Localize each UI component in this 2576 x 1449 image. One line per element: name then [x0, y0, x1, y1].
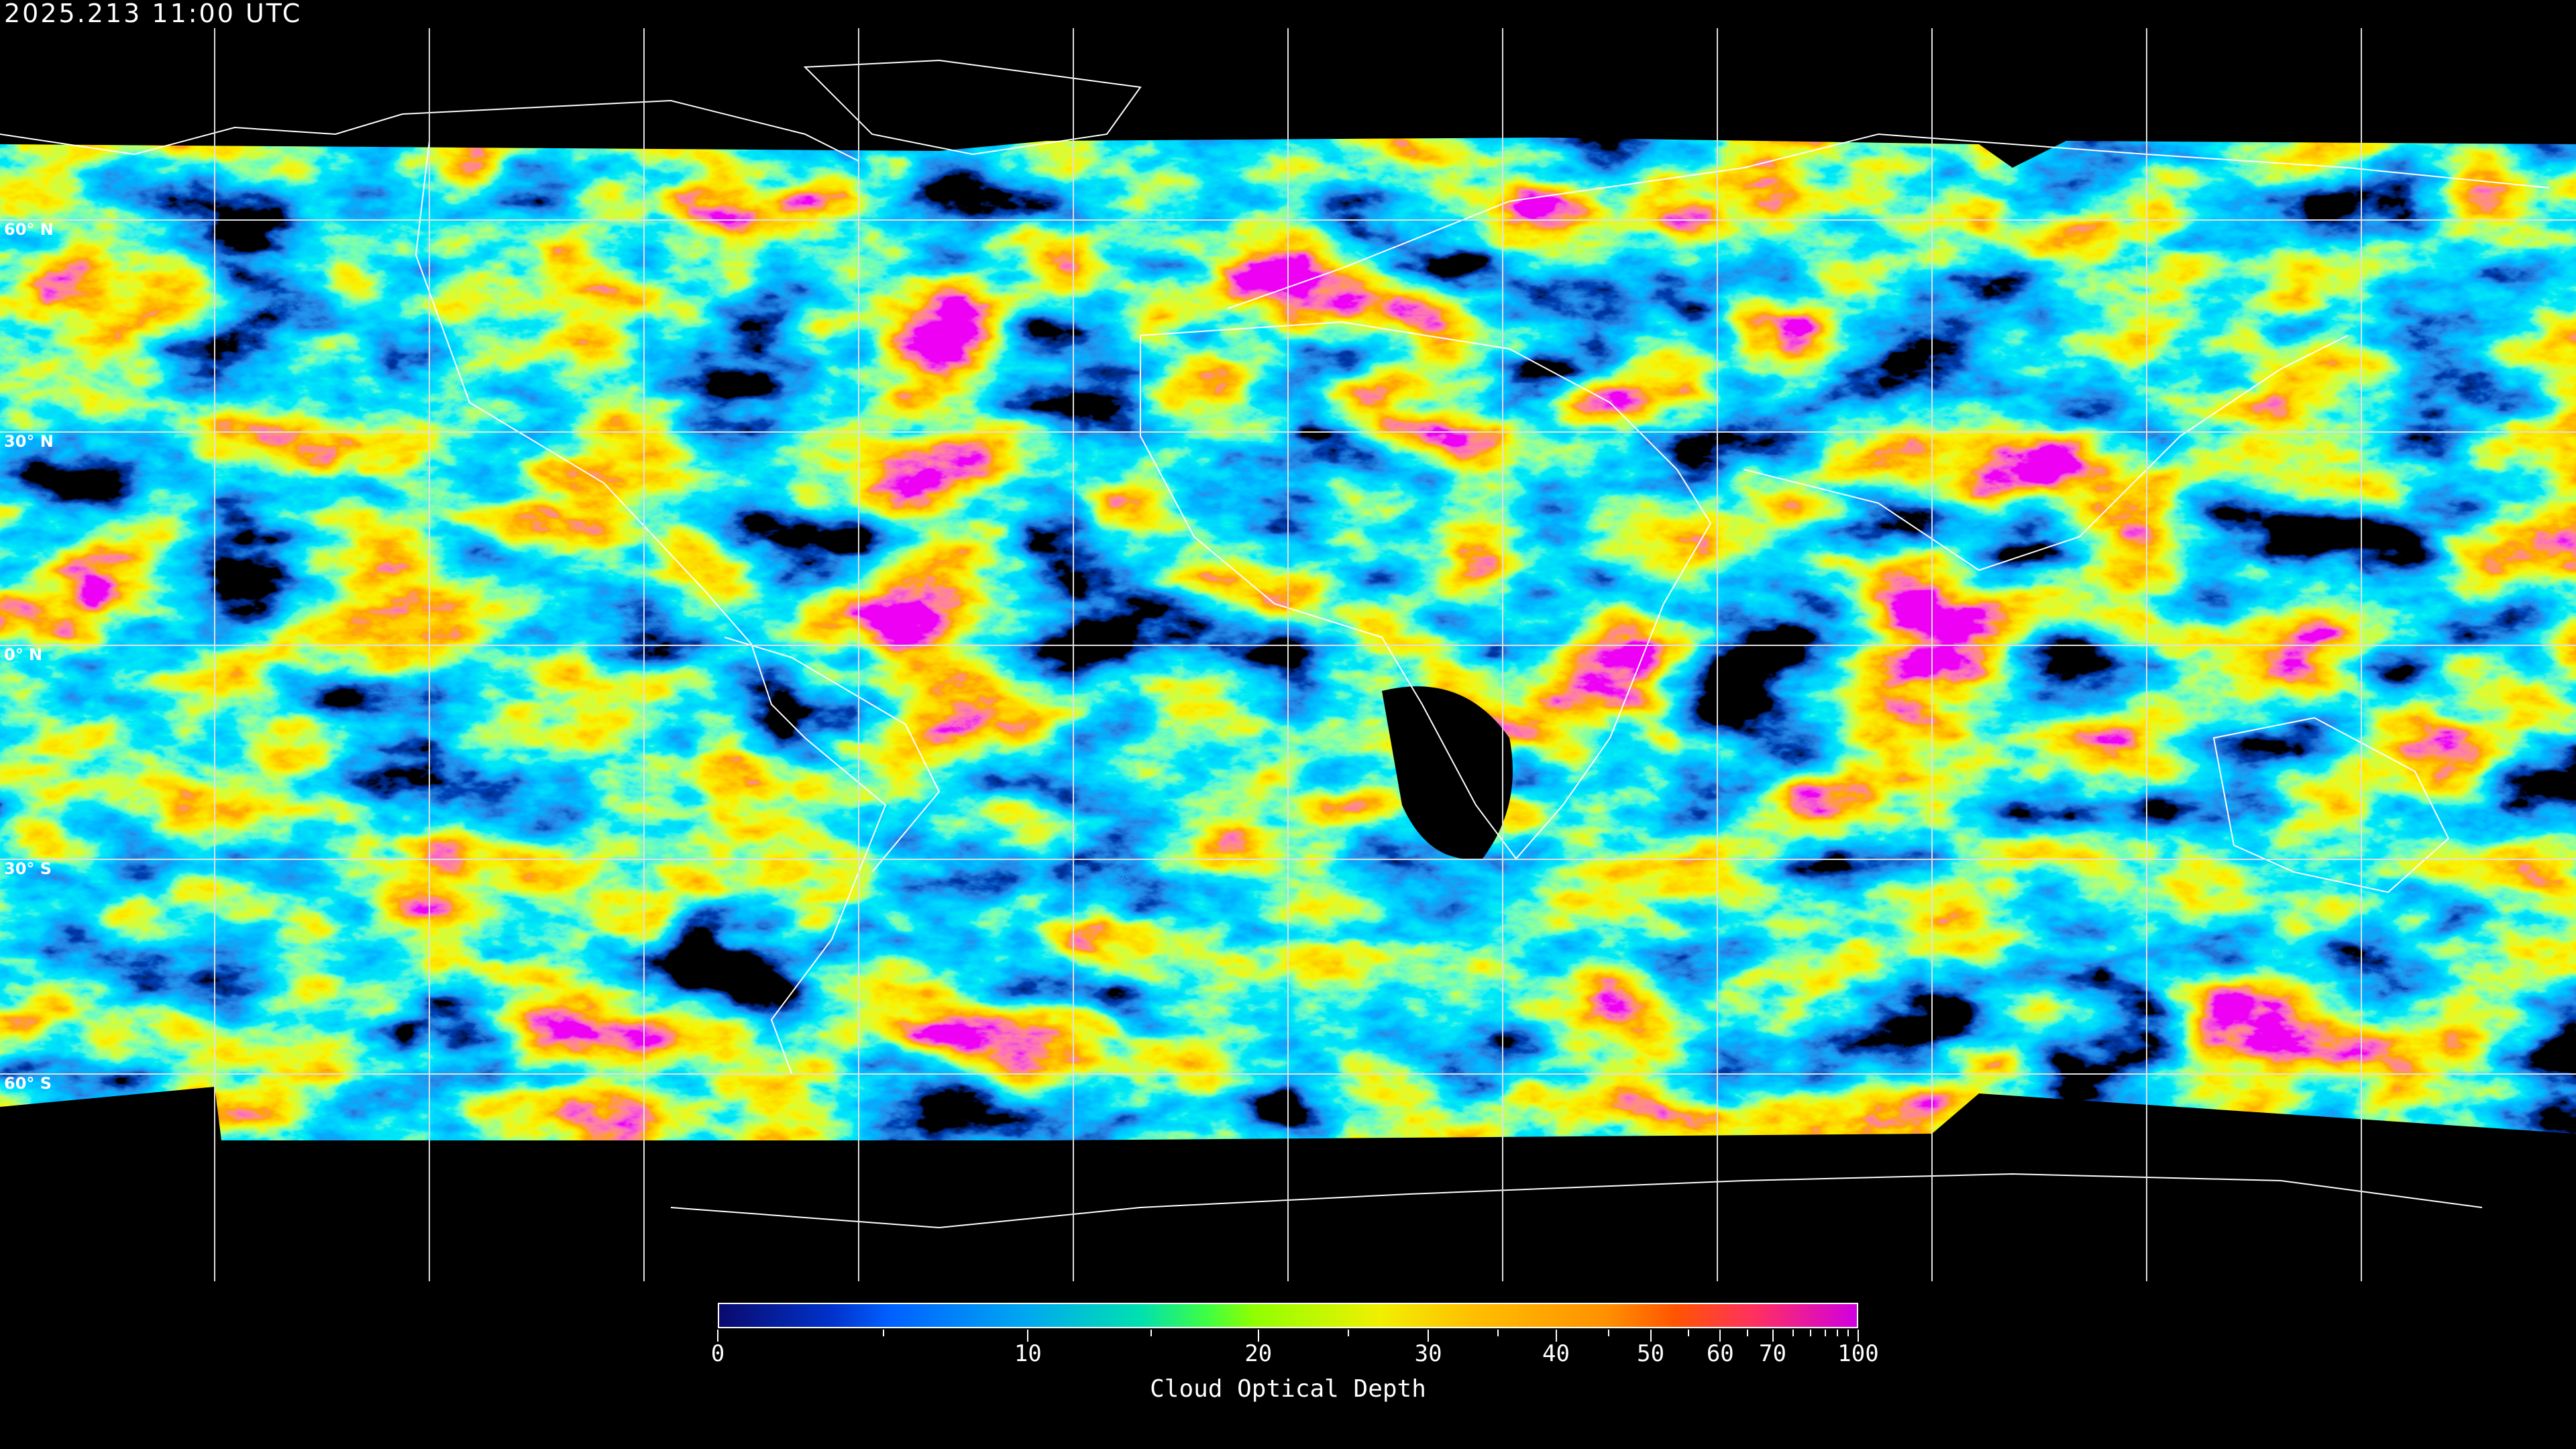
lat-label-30n: 30° N	[4, 432, 54, 451]
colorbar-tick-label: 0	[710, 1340, 725, 1367]
colorbar-tick	[1027, 1330, 1029, 1342]
colorbar-tick	[882, 1330, 884, 1336]
colorbar-tick	[1792, 1330, 1794, 1336]
graticule	[0, 28, 2576, 1281]
colorbar-tick-label: 100	[1837, 1340, 1879, 1367]
colorbar-tick	[717, 1330, 718, 1342]
colorbar-tick	[1150, 1330, 1152, 1336]
colorbar-tick-label: 70	[1759, 1340, 1786, 1367]
lat-label-0: 0° N	[4, 645, 43, 664]
cloud-optical-depth-map	[0, 28, 2576, 1281]
colorbar-tick	[1747, 1330, 1749, 1336]
colorbar-tick	[1497, 1330, 1499, 1336]
colorbar-tick	[1809, 1330, 1811, 1336]
colorbar-tick	[1824, 1330, 1826, 1336]
colorbar-tick	[1650, 1330, 1652, 1342]
colorbar-tick	[1555, 1330, 1557, 1342]
coastlines	[0, 59, 2550, 1229]
colorbar-tick	[1687, 1330, 1689, 1336]
colorbar-tick-label: 10	[1014, 1340, 1042, 1367]
lat-label-30s: 30° S	[4, 859, 52, 878]
timestamp-title: 2025.213 11:00 UTC	[4, 0, 303, 28]
colorbar-tick	[1607, 1330, 1609, 1336]
colorbar-label: Cloud Optical Depth	[1150, 1375, 1426, 1403]
colorbar-tick	[1719, 1330, 1721, 1342]
colorbar-tick	[1858, 1330, 1859, 1342]
colorbar-ticks: 0 10 20 30 40 50 60 70 100	[711, 1330, 1879, 1383]
colorbar-tick	[1257, 1330, 1259, 1342]
colorbar-tick	[1772, 1330, 1774, 1342]
colorbar-tick-label: 60	[1706, 1340, 1734, 1367]
colorbar	[718, 1303, 1858, 1328]
lat-label-60n: 60° N	[4, 220, 54, 239]
colorbar-tick-label: 20	[1244, 1340, 1273, 1367]
colorbar-tick	[1348, 1330, 1350, 1336]
colorbar-tick-label: 50	[1637, 1340, 1665, 1367]
colorbar-tick-label: 30	[1414, 1340, 1442, 1367]
colorbar-tick-label: 40	[1542, 1340, 1570, 1367]
clear-sky-region	[1382, 686, 1513, 859]
colorbar-tick	[1847, 1330, 1849, 1336]
colorbar-tick	[1428, 1330, 1430, 1342]
lat-label-60s: 60° S	[4, 1074, 52, 1093]
colorbar-tick	[1837, 1330, 1839, 1336]
